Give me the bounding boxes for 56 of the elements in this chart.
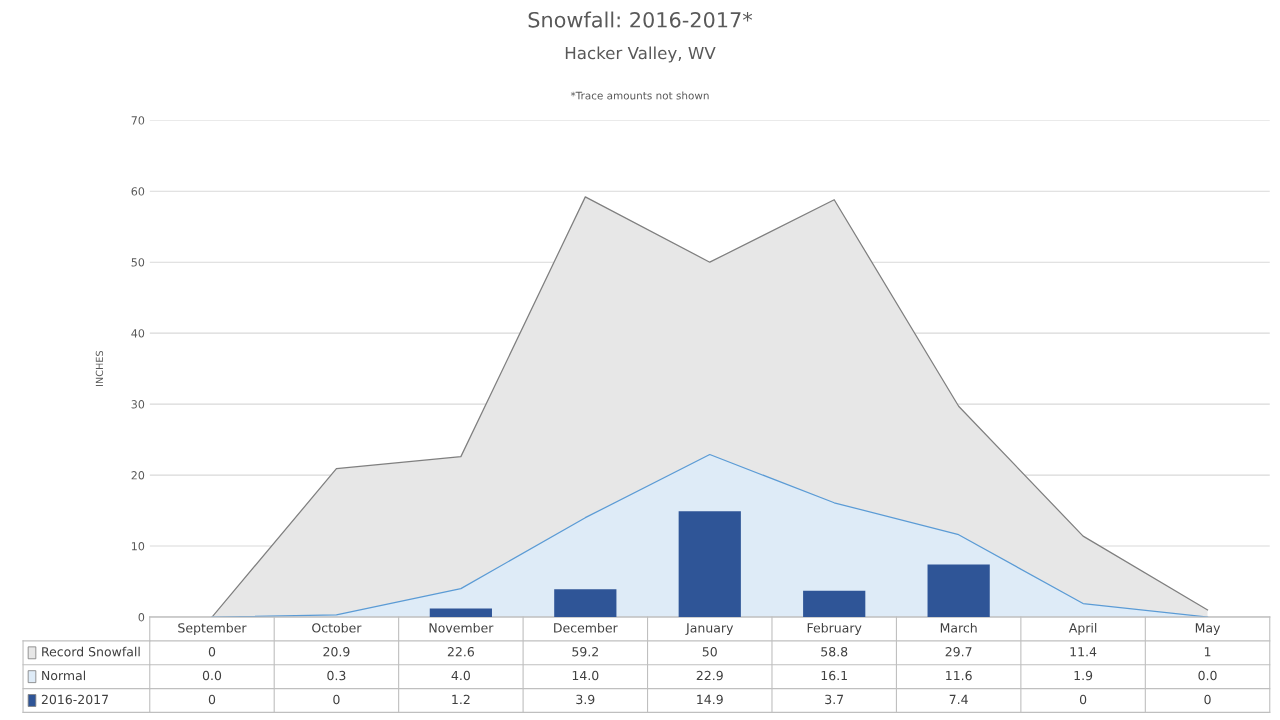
text: *Trace amounts not shown: [570, 91, 709, 100]
x-tick-label: October: [312, 622, 362, 633]
data-label: 1: [1204, 647, 1211, 657]
y-tick-label: 10: [131, 542, 145, 551]
x-tick-label: March: [940, 622, 977, 633]
x-tick-label: December: [554, 622, 618, 633]
data-label: 3.7: [825, 694, 844, 705]
data-label: 0.0: [202, 670, 222, 681]
data-label: 1.9: [1074, 670, 1093, 681]
x-tick-label: September: [178, 622, 247, 636]
data-label: 58.8: [821, 646, 848, 657]
bar: [927, 564, 990, 618]
data-label: 20.9: [323, 646, 350, 657]
bar: [803, 590, 866, 618]
y-tick-label: 0: [138, 613, 145, 622]
y-tick-label: 40: [131, 329, 145, 338]
y-tick-label: 30: [131, 400, 145, 409]
y-tick-label: 70: [131, 116, 145, 125]
bar: [678, 511, 741, 618]
bar: [554, 589, 617, 618]
data-label: 22.6: [447, 646, 474, 657]
data-label: 4.0: [451, 670, 470, 681]
data-label: 0: [208, 646, 216, 657]
bar: [429, 608, 492, 618]
legend-label: Record Snowfall: [42, 646, 140, 657]
data-label: 14.0: [572, 670, 599, 681]
data-label: 11.4: [1070, 647, 1097, 657]
chart-subtitle: Hacker Valley, WV: [565, 46, 716, 63]
x-tick-label: May: [1195, 623, 1221, 636]
data-label: 16.1: [821, 670, 847, 681]
x-tick-label: February: [807, 622, 862, 636]
data-label: 14.9: [697, 694, 723, 705]
data-label: 50: [702, 646, 717, 657]
data-label: 59.2: [572, 646, 598, 657]
data-label: 29.7: [945, 646, 972, 657]
legend-label: 2016-2017: [41, 694, 109, 705]
data-label: 0: [1079, 694, 1087, 705]
data-label: 0: [1204, 694, 1211, 705]
chart-title: Snowfall: 2016-2017*: [528, 11, 753, 28]
y-tick-label: 20: [131, 471, 145, 480]
data-label: 1.2: [452, 694, 470, 704]
data-label: 22.9: [696, 670, 723, 681]
x-tick-label: January: [685, 623, 734, 636]
data-label: 3.9: [576, 694, 595, 705]
y-tick-label: 60: [131, 187, 145, 196]
data-label: 0: [333, 694, 340, 705]
y-tick-label: 50: [131, 258, 145, 267]
x-tick-label: April: [1068, 622, 1097, 636]
data-label: 0.0: [1198, 670, 1217, 681]
data-label: 7.4: [949, 694, 968, 704]
data-label: 0: [208, 694, 216, 705]
x-tick-label: November: [429, 622, 494, 633]
data-label: 11.6: [946, 670, 972, 681]
data-label: 0.3: [327, 670, 346, 681]
legend-label: Normal: [42, 670, 86, 681]
y-axis-title: INCHES: [95, 350, 104, 386]
